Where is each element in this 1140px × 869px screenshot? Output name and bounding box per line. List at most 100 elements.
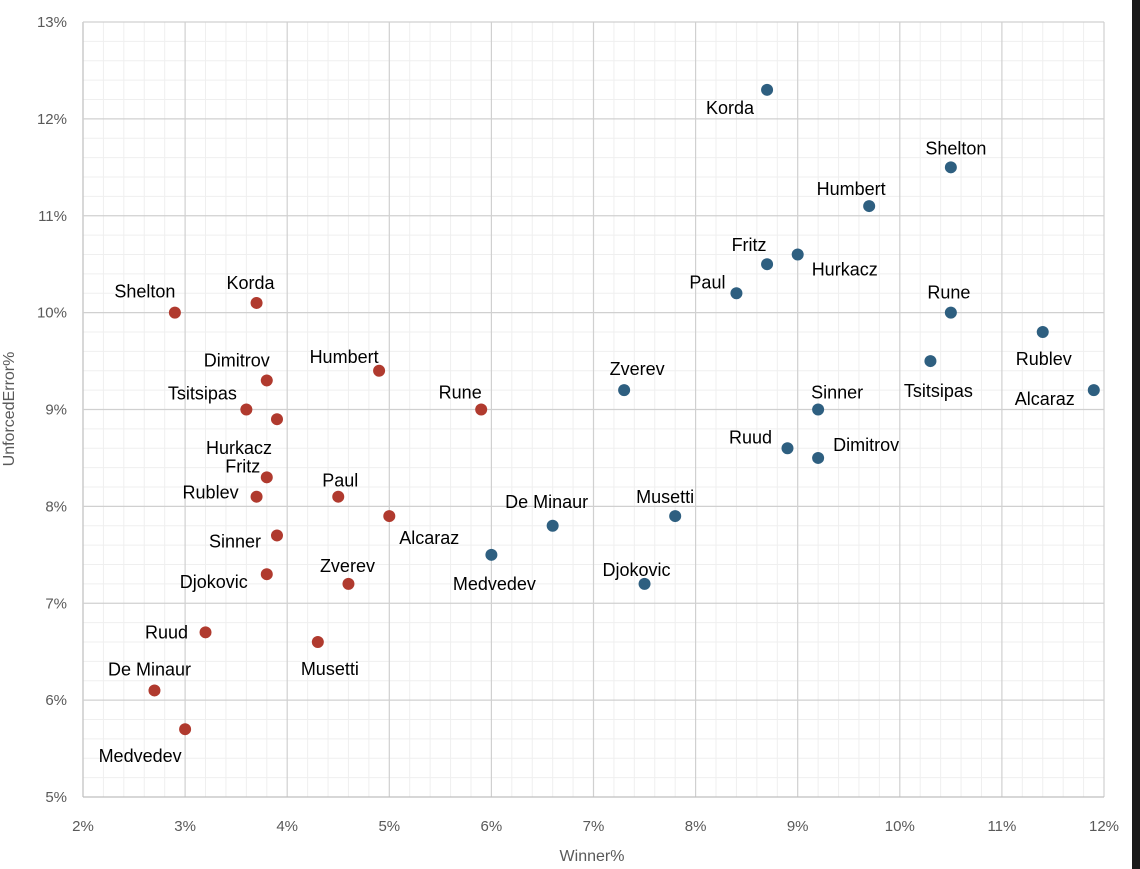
data-point (270, 529, 283, 542)
data-point (812, 403, 825, 416)
data-point (485, 548, 498, 561)
x-tick-label: 10% (885, 818, 915, 835)
data-label: Ruud (145, 622, 188, 642)
x-tick-label: 4% (276, 818, 298, 835)
y-tick-label: 12% (37, 111, 67, 128)
data-label: Humbert (817, 179, 886, 199)
data-label: Paul (689, 272, 725, 292)
data-label: Zverev (610, 359, 665, 379)
data-label: Hurkacz (206, 438, 272, 458)
data-label: Shelton (925, 138, 986, 158)
data-point (944, 306, 957, 319)
point-labels: Shelton Korda Dimitrov Humbert Tsitsipas Hurk… (99, 98, 1075, 766)
data-point (260, 471, 273, 484)
data-label: Humbert (310, 347, 379, 367)
data-label: Rublev (1016, 349, 1072, 369)
data-label: Fritz (225, 456, 260, 476)
data-point (240, 403, 253, 416)
data-label: Sinner (811, 383, 863, 403)
data-label: De Minaur (505, 492, 588, 512)
data-label: Rune (439, 383, 482, 403)
data-label: Tsitsipas (168, 384, 237, 404)
data-label: Alcaraz (399, 528, 459, 548)
data-point (168, 306, 181, 319)
data-point (761, 258, 774, 271)
data-point (546, 519, 559, 532)
data-point (863, 200, 876, 213)
data-label: Korda (706, 98, 755, 118)
x-tick-label: 6% (481, 818, 503, 835)
data-point (669, 510, 682, 523)
data-label: Zverev (320, 556, 375, 576)
data-point (199, 626, 212, 639)
y-tick-label: 13% (37, 14, 67, 31)
data-label: Paul (322, 471, 358, 491)
data-label: Tsitsipas (904, 381, 973, 401)
data-point (1036, 326, 1049, 338)
data-label: Medvedev (453, 574, 536, 594)
data-label: Hurkacz (812, 260, 878, 280)
data-point (944, 161, 957, 174)
data-point (373, 364, 386, 377)
data-label: Djokovic (603, 560, 671, 580)
y-tick-label: 7% (45, 595, 67, 612)
data-label: Rublev (183, 483, 239, 503)
data-label: Fritz (732, 235, 767, 255)
data-label: Rune (927, 283, 970, 303)
y-tick-label: 9% (45, 402, 67, 419)
y-tick-label: 6% (45, 692, 67, 709)
data-point (332, 490, 345, 503)
data-point (270, 413, 283, 426)
data-point (250, 490, 263, 503)
data-point (924, 355, 937, 368)
x-tick-label: 2% (72, 818, 94, 835)
x-tick-label: 3% (174, 818, 196, 835)
data-point (812, 451, 825, 464)
y-tick-label: 5% (45, 789, 67, 806)
data-point (781, 442, 794, 455)
data-label: Musetti (636, 487, 694, 507)
y-tick-label: 10% (37, 305, 67, 322)
y-axis-tick-labels: 5% 6% 7% 8% 9% 10% 11% 12% 13% (37, 14, 67, 806)
x-axis-title: Winner% (560, 848, 625, 865)
data-label: Ruud (729, 427, 772, 447)
data-points (148, 83, 1100, 736)
data-point (791, 248, 804, 261)
data-label: Medvedev (99, 746, 182, 766)
data-point (179, 723, 192, 736)
data-label: Dimitrov (204, 350, 270, 370)
data-point (311, 636, 324, 648)
x-tick-label: 12% (1089, 818, 1119, 835)
data-point (761, 83, 774, 96)
data-label: De Minaur (108, 659, 191, 679)
y-axis-title: UnforcedError% (1, 352, 18, 467)
x-tick-label: 7% (583, 818, 605, 835)
data-point (638, 577, 651, 590)
x-tick-label: 11% (987, 818, 1016, 835)
data-point (1087, 384, 1100, 397)
data-point (730, 287, 743, 300)
y-tick-label: 11% (38, 208, 67, 225)
data-label: Korda (227, 273, 276, 293)
x-axis-tick-labels: 2% 3% 4% 5% 6% 7% 8% 9% 10% 11% 12% (72, 818, 1119, 835)
data-point (383, 510, 396, 523)
data-label: Shelton (114, 282, 175, 302)
x-tick-label: 8% (685, 818, 707, 835)
right-edge-strip (1132, 0, 1140, 869)
data-point (250, 296, 263, 309)
data-point (475, 403, 488, 416)
x-tick-label: 5% (378, 818, 400, 835)
data-label: Musetti (301, 659, 359, 679)
data-point (342, 577, 355, 590)
data-label: Alcaraz (1015, 389, 1075, 409)
x-tick-label: 9% (787, 818, 809, 835)
major-gridlines (82, 21, 1105, 798)
data-label: Dimitrov (833, 435, 899, 455)
data-label: Sinner (209, 531, 261, 551)
data-point (148, 684, 161, 697)
y-tick-label: 8% (45, 498, 67, 515)
data-point (260, 568, 273, 581)
data-point (260, 374, 273, 387)
